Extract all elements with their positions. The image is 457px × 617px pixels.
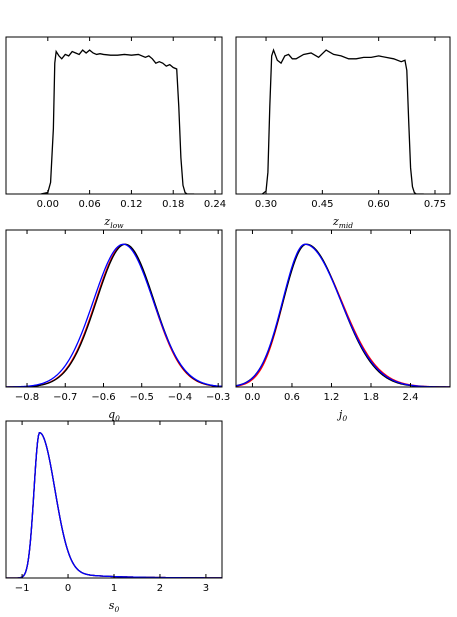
- x-tick-label: 0.24: [204, 199, 226, 210]
- x-tick-label: −0.5: [130, 392, 154, 403]
- x-tick-label: 0.45: [311, 199, 333, 210]
- series-line-1: [6, 431, 222, 578]
- panel-q0: −0.8 −0.7 −0.6 −0.5 −0.4 −0.3 q0: [5, 229, 230, 423]
- x-tick-label: 0.18: [162, 199, 184, 210]
- plot-frame: [5, 420, 223, 579]
- x-tick-label: −0.8: [15, 392, 39, 403]
- x-tick-label: −0.4: [168, 392, 192, 403]
- panel-s0: −1 0 1 2 3 s0: [5, 420, 223, 614]
- x-tick-label: 2: [157, 583, 163, 594]
- series-line-0: [261, 48, 424, 194]
- x-axis-label: s0: [109, 599, 120, 614]
- x-tick-label: 0.06: [78, 199, 100, 210]
- series-line-1: [236, 243, 450, 387]
- x-tick-label: 0.6: [284, 392, 300, 403]
- series-line-2: [236, 243, 450, 387]
- plot-frame: [235, 36, 451, 195]
- series-line-2: [6, 431, 222, 578]
- x-tick-label: 0.75: [424, 199, 446, 210]
- series-line-0: [236, 243, 450, 387]
- x-tick-label: 1.2: [324, 392, 340, 403]
- panel-z-mid: 0.30 0.45 0.60 0.75 zmid: [235, 36, 451, 230]
- series-line-0: [6, 243, 222, 387]
- x-tick-label: 1.8: [363, 392, 379, 403]
- series-line-1: [6, 243, 222, 387]
- x-axis-label: zmid: [332, 215, 353, 230]
- plot-frame: [235, 229, 451, 388]
- x-tick-label: 0.30: [255, 199, 277, 210]
- x-tick-label: 0.0: [245, 392, 261, 403]
- x-tick-label: −0.7: [53, 392, 77, 403]
- x-tick-label: 3: [203, 583, 209, 594]
- x-tick-label: 0.60: [368, 199, 390, 210]
- series-line-0: [6, 431, 222, 578]
- x-tick-label: −0.3: [206, 392, 230, 403]
- x-tick-label: 0.00: [37, 199, 59, 210]
- x-axis-label: q0: [108, 408, 120, 423]
- panel-z-low: 0.00 0.06 0.12 0.18 0.24 zlow: [5, 36, 226, 230]
- plot-frame: [5, 229, 223, 388]
- x-tick-label: −1: [15, 583, 30, 594]
- x-tick-label: 0: [65, 583, 71, 594]
- x-tick-label: 1: [111, 583, 117, 594]
- x-axis-label: zlow: [103, 215, 124, 230]
- x-tick-label: −0.6: [91, 392, 115, 403]
- panel-j0: 0.0 0.6 1.2 1.8 2.4 j0: [235, 229, 451, 423]
- x-tick-label: 2.4: [403, 392, 419, 403]
- plot-frame: [5, 36, 223, 195]
- series-line-2: [6, 243, 222, 387]
- x-tick-label: 0.12: [120, 199, 142, 210]
- x-axis-label: j0: [336, 408, 347, 423]
- series-line-0: [40, 49, 195, 194]
